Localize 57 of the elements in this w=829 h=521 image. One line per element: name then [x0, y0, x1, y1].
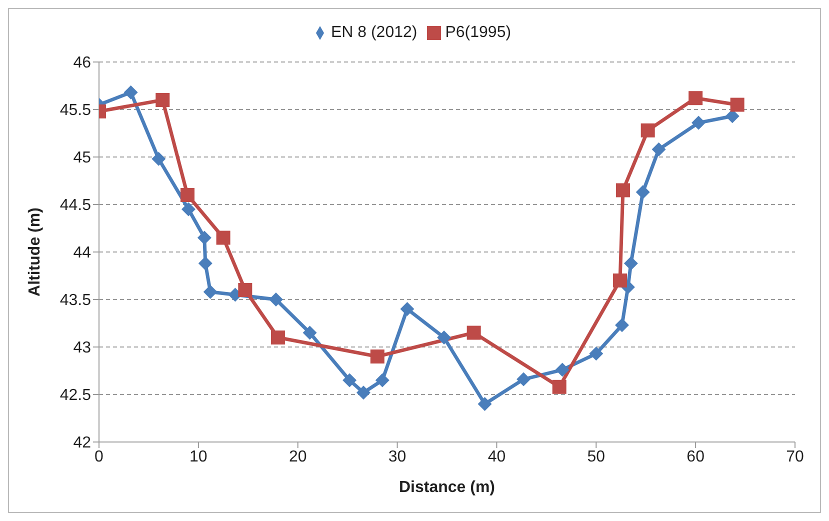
- point: [124, 85, 138, 100]
- point: [725, 109, 740, 124]
- legend-label: EN 8 (2012): [330, 24, 418, 41]
- x-tick-label: 20: [288, 448, 307, 466]
- point: [692, 116, 706, 130]
- point: [640, 123, 655, 138]
- y-tick-label: 45: [73, 150, 92, 167]
- y-tick-label: 43: [73, 340, 92, 357]
- point: [302, 326, 317, 340]
- y-tick-label: 44.5: [60, 197, 92, 214]
- point: [180, 188, 194, 202]
- point: [181, 202, 196, 216]
- point: [437, 330, 452, 344]
- point: [624, 256, 638, 270]
- point: [270, 330, 285, 344]
- x-tick-label: 40: [488, 448, 506, 466]
- y-axis-title: Altitude (m): [26, 208, 44, 296]
- x-axis-title: Distance (m): [398, 479, 496, 496]
- point: [555, 362, 570, 377]
- point: [636, 185, 650, 200]
- point: [400, 302, 414, 316]
- point: [156, 93, 170, 107]
- point: [688, 91, 703, 106]
- legend-label: P6(1995): [445, 24, 512, 41]
- y-tick-label: 43.5: [60, 292, 92, 310]
- point: [356, 386, 370, 400]
- x-tick-label: 10: [190, 448, 208, 466]
- y-tick-label: 44: [73, 244, 92, 262]
- y-tick-label: 45.5: [60, 102, 92, 120]
- point: [616, 183, 630, 198]
- y-tick-label: 46: [73, 54, 92, 72]
- point: [197, 230, 212, 245]
- point: [478, 397, 492, 411]
- point: [614, 318, 629, 332]
- point: [730, 98, 744, 112]
- point: [216, 230, 230, 245]
- x-tick-label: 60: [686, 448, 705, 466]
- x-tick-label: 70: [786, 448, 804, 466]
- point: [152, 152, 166, 166]
- point: [375, 373, 390, 388]
- x-tick-label: 30: [388, 448, 406, 466]
- point: [268, 292, 283, 306]
- point: [466, 326, 481, 340]
- point: [613, 274, 628, 288]
- point: [552, 380, 566, 394]
- point: [342, 373, 357, 388]
- y-tick-label: 42: [73, 434, 92, 452]
- x-tick-label: 0: [94, 448, 104, 466]
- point: [516, 372, 531, 386]
- point: [238, 283, 252, 297]
- y-tick-label: 42.5: [60, 387, 92, 404]
- point: [203, 284, 218, 299]
- x-tick-label: 50: [587, 448, 606, 466]
- point: [370, 350, 384, 364]
- point: [589, 346, 604, 361]
- point: [198, 256, 212, 270]
- point: [652, 142, 666, 156]
